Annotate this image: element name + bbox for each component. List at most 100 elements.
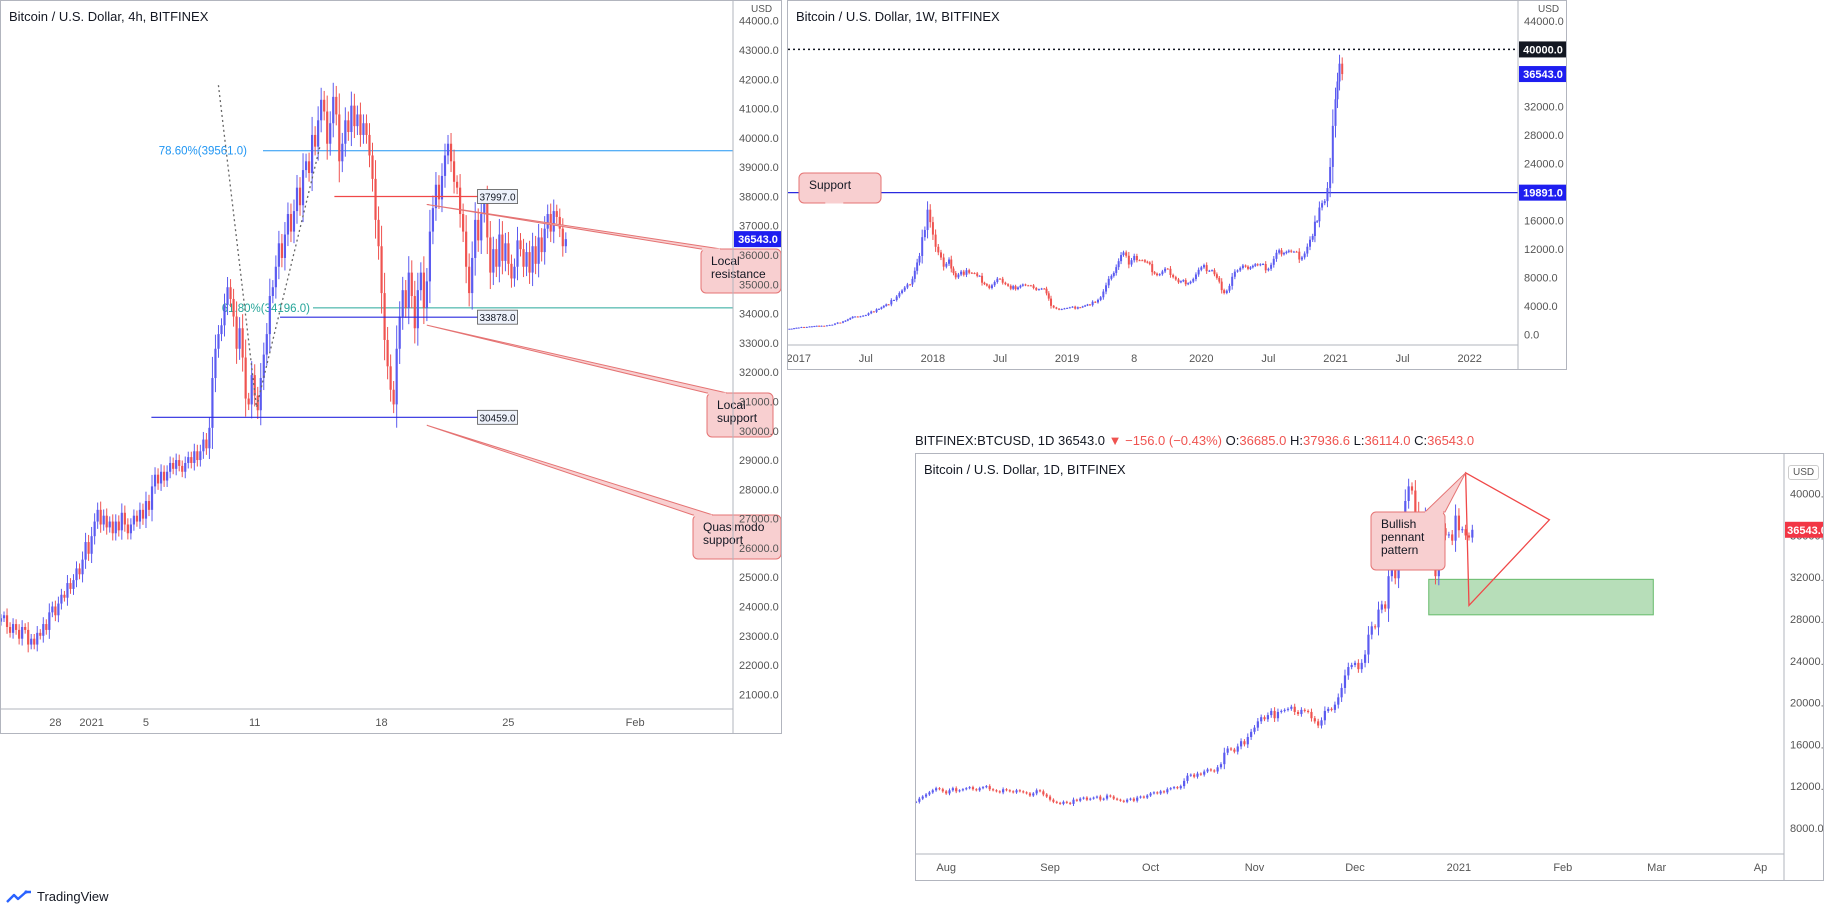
chart-1d-candle xyxy=(1363,654,1367,663)
annotation-callout-text: Bullish xyxy=(1381,517,1416,531)
chart-4h-candle xyxy=(141,509,145,519)
ohlc-open-label: O: xyxy=(1225,433,1240,448)
chart-1d-candle xyxy=(1447,534,1450,536)
level-tag-bg xyxy=(477,309,518,325)
chart-4h-candle xyxy=(232,298,235,317)
chart-4h-candle xyxy=(377,219,380,247)
chart-1d-candle xyxy=(924,794,928,797)
annotation-callout-pointer xyxy=(1423,472,1467,513)
chart-1d-candle xyxy=(941,789,944,792)
chart-1d-candle xyxy=(1360,662,1363,670)
chart-1w-candle xyxy=(1066,307,1069,309)
chart-4h-candle xyxy=(45,624,48,630)
chart-1d-candle xyxy=(1260,717,1263,722)
chart-1d-candle xyxy=(998,791,1001,793)
chart-4h-candle xyxy=(99,509,102,525)
chart-1w-svg[interactable]: Support44000.040000.036000.032000.028000… xyxy=(788,1,1567,370)
chart-1d-candle xyxy=(971,787,975,790)
chart-1d-candle xyxy=(1250,731,1253,738)
chart-1d-candle xyxy=(1126,799,1129,802)
chart-4h-candle xyxy=(540,237,543,253)
chart-4h-candle xyxy=(531,246,534,273)
chart-1d-candle xyxy=(1048,796,1052,800)
chart-1w-candle xyxy=(1112,272,1115,276)
x-tick-label: Ap xyxy=(1754,862,1767,874)
y-tick-label: 24000.0 xyxy=(1524,158,1564,170)
chart-1w-candle xyxy=(996,278,999,283)
chart-1w-candle xyxy=(1197,269,1200,275)
chart-1d-candle xyxy=(1072,799,1075,804)
chart-1w-candle xyxy=(916,262,919,271)
chart-4h-candle xyxy=(477,219,480,241)
y-tick-label: 29000.0 xyxy=(739,455,779,467)
chart-1d-candle xyxy=(1236,746,1239,752)
y-tick-label: 0.0 xyxy=(1524,329,1539,341)
chart-1w-candle xyxy=(1050,298,1053,306)
x-tick-label: 2021 xyxy=(1323,353,1347,365)
chart-4h-candle xyxy=(244,357,247,399)
chart-4h-candle xyxy=(60,594,63,604)
chart-1d-candle xyxy=(1008,790,1011,792)
chart-1d-candle xyxy=(1377,609,1380,628)
chart-4h-candle xyxy=(323,99,326,112)
chart-1w-candle xyxy=(1309,239,1312,247)
chart-1w-candle xyxy=(864,315,867,317)
chart-1d-candle xyxy=(916,801,918,803)
chart-1d-candle xyxy=(1206,769,1209,772)
chart-4h-candle xyxy=(220,325,223,335)
chart-1w-candle xyxy=(1079,307,1082,309)
chart-4h-candle xyxy=(90,536,93,554)
chart-1w-panel[interactable]: Support44000.040000.036000.032000.028000… xyxy=(787,0,1567,370)
chart-4h-candle xyxy=(410,272,413,297)
chart-1d-candle xyxy=(1327,708,1330,711)
y-tick-label: 12000.0 xyxy=(1524,244,1564,256)
chart-1w-candle xyxy=(793,328,796,330)
chart-4h-candle xyxy=(30,638,33,645)
chart-1w-candle xyxy=(1120,255,1123,262)
chart-1w-candle xyxy=(1151,264,1154,273)
chart-4h-candle xyxy=(407,272,410,308)
chart-4h-candle xyxy=(114,521,117,534)
chart-1w-candle xyxy=(898,293,901,297)
chart-1w-candle xyxy=(1032,285,1035,289)
chart-4h-candle xyxy=(534,246,537,264)
chart-4h-candle xyxy=(443,155,447,176)
annotation-callout-pointer xyxy=(426,324,728,394)
x-tick-label: 2017 xyxy=(788,353,811,365)
chart-1d-candle xyxy=(975,789,978,791)
chart-4h-candle xyxy=(169,462,172,472)
chart-1d-candle xyxy=(1089,798,1092,800)
chart-1w-candle xyxy=(1251,265,1254,268)
chart-1w-candle xyxy=(788,328,791,330)
chart-1w-candle xyxy=(1166,268,1169,270)
chart-4h-svg[interactable]: 78.60%(39561.0) 61.80%(34196.0) 37997.0 338… xyxy=(1,1,782,734)
chart-1d-svg[interactable]: Bullishpennantpattern40000.036000.032000… xyxy=(916,454,1824,881)
chart-4h-candle xyxy=(431,208,435,232)
chart-1d-candle xyxy=(1464,529,1467,536)
chart-4h-candle xyxy=(178,460,181,466)
annotation-callout-box xyxy=(706,392,774,438)
chart-1w-candle xyxy=(1127,255,1130,265)
chart-4h-candle xyxy=(256,395,259,411)
y-tick-label: 24000.0 xyxy=(739,601,779,613)
chart-1d-candle xyxy=(955,788,958,792)
chart-1d-candle xyxy=(978,788,981,791)
chart-1w-candle xyxy=(1318,207,1321,222)
annotation-callout-text: Quasimodo xyxy=(703,520,765,534)
annotation-callout-box xyxy=(692,514,781,560)
chart-4h-candle xyxy=(271,287,274,297)
chart-4h-panel[interactable]: 78.60%(39561.0) 61.80%(34196.0) 37997.0 338… xyxy=(0,0,782,734)
chart-1d-candle xyxy=(1189,774,1192,776)
level-price-badge-bg xyxy=(1519,41,1566,58)
chart-1w-candle xyxy=(818,325,821,327)
chart-1d-panel[interactable]: Bullishpennantpattern40000.036000.032000… xyxy=(915,453,1824,881)
chart-1w-candle xyxy=(1241,265,1244,268)
level-price-badge: 19891.0 xyxy=(1523,188,1563,200)
x-tick-label: Aug xyxy=(936,862,956,874)
chart-4h-candle xyxy=(383,293,386,340)
tradingview-brand[interactable]: TradingView xyxy=(6,889,109,904)
chart-1d-candle xyxy=(1213,770,1216,772)
chart-1w-candle xyxy=(973,273,976,275)
chart-4h-candle xyxy=(395,348,398,405)
chart-4h-candle xyxy=(11,624,15,633)
